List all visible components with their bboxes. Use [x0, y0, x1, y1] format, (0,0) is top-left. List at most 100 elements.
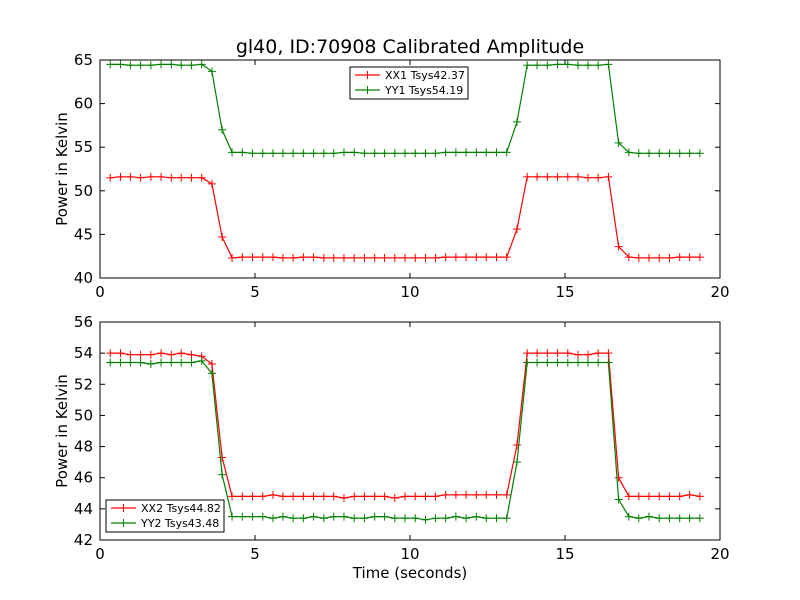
bottom-series-2-point	[634, 514, 643, 523]
top-series-1-point	[482, 253, 491, 262]
bottom-series-1-point	[512, 441, 521, 450]
bottom-series-2-point	[309, 512, 318, 521]
bottom-series-1-point	[218, 453, 227, 462]
top-series-1-point	[624, 253, 633, 262]
bottom-series-2-point	[421, 515, 430, 524]
bottom-series-2-point	[350, 514, 359, 523]
top-series-2-point	[472, 148, 481, 157]
bottom-series-1-point	[360, 492, 369, 501]
bottom-series-2-point	[116, 358, 125, 367]
bottom-series-1-point	[431, 492, 440, 501]
bottom-series-1-point	[482, 490, 491, 499]
top-series-2-point	[116, 60, 125, 69]
top-series-2-point	[258, 149, 267, 158]
top-series-2-point	[624, 148, 633, 157]
bottom-x-tick-label: 5	[250, 545, 260, 563]
top-y-tick-label: 50	[74, 182, 93, 200]
bottom-series-2-point	[462, 514, 471, 523]
top-series-2-point	[350, 148, 359, 157]
bottom-series-2-point	[492, 514, 501, 523]
top-legend-entry-label: YY1 Tsys54.19	[384, 84, 463, 97]
top-y-tick-label: 45	[74, 225, 93, 243]
bottom-y-axis-label: Power in Kelvin	[53, 374, 71, 488]
top-series-1-point	[339, 253, 348, 262]
bottom-series-2-point	[665, 514, 674, 523]
bottom-series-2-point	[624, 512, 633, 521]
bottom-x-tick-label: 20	[710, 545, 729, 563]
bottom-series-1-point	[675, 492, 684, 501]
bottom-series-2-point	[604, 358, 613, 367]
top-x-tick-label: 5	[250, 283, 260, 301]
top-series-2-point	[634, 149, 643, 158]
top-series-2-point	[543, 61, 552, 70]
top-series-1-point	[360, 253, 369, 262]
top-series-2-point	[329, 149, 338, 158]
bottom-series-2-point	[472, 512, 481, 521]
bottom-legend-swatch-marker	[119, 519, 128, 527]
bottom-series-1-point	[645, 492, 654, 501]
top-series-1-point	[299, 253, 308, 262]
bottom-series-2-point	[146, 360, 155, 369]
bottom-series-2-point	[370, 512, 379, 521]
bottom-series-1-point	[523, 349, 532, 358]
top-series-1-point	[319, 253, 328, 262]
top-series-1-point	[421, 253, 430, 262]
top-y-tick-label: 60	[74, 95, 93, 113]
top-series-2-point	[583, 61, 592, 70]
top-series-2-point	[370, 149, 379, 158]
bottom-series-2-point	[268, 514, 277, 523]
top-series-1-point	[218, 233, 227, 242]
top-series-1-point	[278, 253, 287, 262]
bottom-series-2-point	[197, 356, 206, 365]
bottom-series-1-point	[106, 349, 115, 358]
bottom-series-1-point	[451, 490, 460, 499]
bottom-series-2-point	[695, 514, 704, 523]
top-series-2-point	[319, 149, 328, 158]
top-x-tick-label: 10	[400, 283, 419, 301]
top-series-1-point	[451, 253, 460, 262]
bottom-y-tick-label: 54	[74, 344, 93, 362]
top-series-1-point	[350, 253, 359, 262]
top-series-1-point	[390, 253, 399, 262]
top-series-1-point	[258, 253, 267, 262]
top-series-2-point	[309, 149, 318, 158]
top-series-1-point	[106, 173, 115, 182]
top-series-1-point	[197, 173, 206, 182]
top-series-2-point	[248, 149, 257, 158]
top-series-1-point	[207, 179, 216, 188]
bottom-series-1-point	[604, 349, 613, 358]
bottom-series-2-point	[512, 458, 521, 467]
top-series-2-point	[604, 60, 613, 69]
bottom-series-1-point	[492, 490, 501, 499]
top-legend-box	[349, 66, 469, 100]
bottom-series-2-point	[319, 514, 328, 523]
top-series-2-point	[157, 60, 166, 69]
bottom-series-1-point	[167, 350, 176, 359]
top-series-2-point	[126, 61, 135, 70]
top-series-1-point	[370, 253, 379, 262]
top-series-1-point	[563, 172, 572, 181]
top-series-2-point	[594, 61, 603, 70]
top-series-2-point	[685, 149, 694, 158]
top-series-2-point	[146, 61, 155, 70]
bottom-series-1-point	[258, 492, 267, 501]
top-series-1-point	[177, 173, 186, 182]
top-series-1-point	[116, 172, 125, 181]
top-series-2-point	[390, 149, 399, 158]
bottom-series-2-point	[553, 358, 562, 367]
bottom-series-1-point	[665, 492, 674, 501]
bottom-series-1-point	[502, 490, 511, 499]
bottom-series-1-point	[157, 349, 166, 358]
bottom-series-1-point	[248, 492, 257, 501]
top-series-2-point	[492, 148, 501, 157]
top-series-2-point	[675, 149, 684, 158]
top-series-1-point	[594, 173, 603, 182]
bottom-series-1-point	[339, 493, 348, 502]
top-series-2-point	[563, 60, 572, 69]
top-series-1-point	[583, 173, 592, 182]
bottom-series-1-point	[583, 350, 592, 359]
top-y-tick-label: 65	[74, 51, 93, 69]
bottom-series-1-point	[553, 349, 562, 358]
bottom-series-2-point	[157, 358, 166, 367]
top-series-1-point	[157, 172, 166, 181]
